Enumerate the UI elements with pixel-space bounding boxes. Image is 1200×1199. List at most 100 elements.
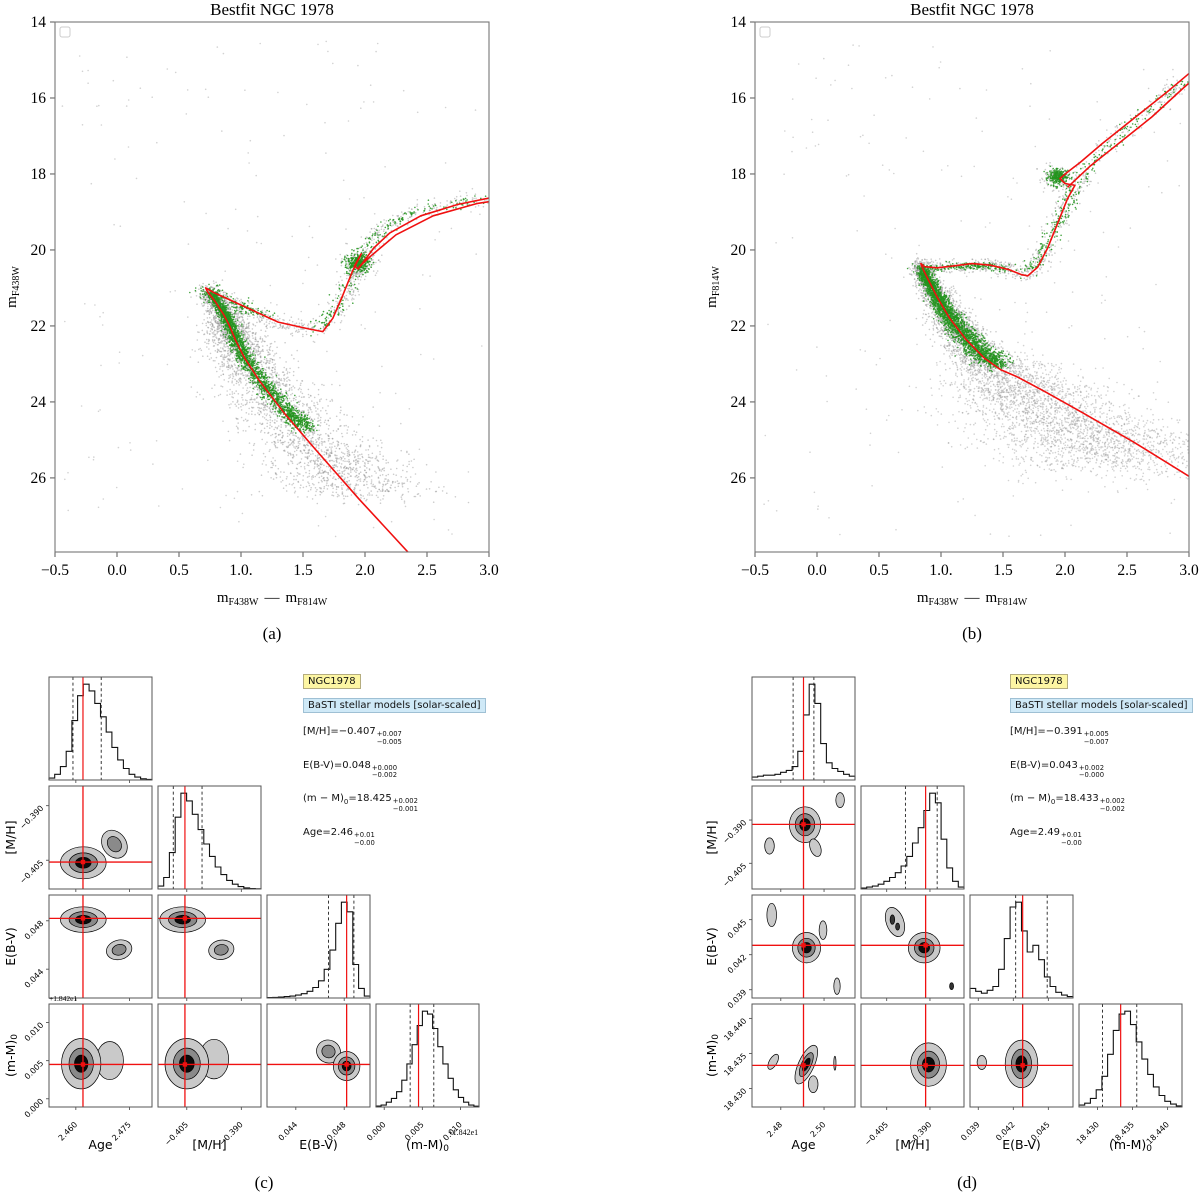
bestfit-marker [801, 1063, 806, 1068]
hist-cell-(m-M)-(m-M) [375, 1003, 480, 1110]
corner-y-label: [M/H] [3, 820, 18, 854]
scatter-rgb-members [1015, 80, 1189, 280]
cluster-tag: NGC1978 [1010, 674, 1068, 689]
corner-x-label: Age [791, 1137, 815, 1152]
cell-frame [751, 894, 856, 999]
x-axis-label-b: mF438W — mF814W [917, 590, 1028, 608]
cell-frame [860, 785, 965, 890]
y-tick-label: 0.044 [23, 967, 46, 990]
bestfit-marker [80, 859, 86, 865]
corner-y-label: E(B-V) [704, 927, 719, 966]
contour-cell-(m-M)-Age [46, 1003, 153, 1110]
contour-cell-E(B-V)-Age [46, 894, 153, 1001]
y-tick-label: 24 [731, 394, 747, 411]
contour-level [976, 1055, 987, 1070]
contour-level [764, 837, 775, 855]
x-tick-label: 18.440 [1145, 1120, 1171, 1146]
legend-box [759, 26, 771, 38]
cell-frame [48, 1003, 153, 1108]
axis-offset-text: +1.842e1 [49, 994, 77, 1003]
y-tick-label: 14 [731, 14, 747, 31]
contour-level [884, 907, 906, 937]
x-tick-label: 0.5 [869, 562, 889, 579]
caption-d: (d) [957, 1173, 977, 1192]
x-axis-label-a: mF438W — mF814W [217, 590, 328, 608]
hist-cell-Age-Age [751, 676, 856, 783]
fit-annotation-c: NGC1978 BaSTI stellar models [solar-scal… [303, 674, 563, 848]
hist-cell-E(B-V)-E(B-V) [969, 894, 1074, 1001]
x-tick-label: 0.5 [169, 562, 189, 579]
fit-param-row: Age=2.49 +0.01 −0.00 [1010, 826, 1082, 847]
contour-level [833, 977, 841, 995]
y-axis-label-a: mF438W [4, 266, 22, 308]
bestfit-marker [923, 1063, 928, 1068]
x-tick-label: 2.5 [1117, 562, 1137, 579]
contour-level [106, 836, 122, 853]
fit-param-row: (m − M)0=18.425 +0.002 −0.001 [303, 793, 418, 814]
corner-y-label: (m-M)0 [3, 1034, 20, 1077]
histogram-steps [157, 792, 262, 890]
contour-level [833, 1055, 837, 1071]
hist-cell-(m-M)-(m-M) [1078, 1003, 1183, 1110]
fit-annotation-d: NGC1978 BaSTI stellar models [solar-scal… [1010, 674, 1200, 848]
plot-frame [754, 21, 1190, 553]
y-tick-label: 0.005 [23, 1059, 46, 1082]
y-tick-label: 20 [731, 242, 747, 259]
y-axis-label-b: mF814W [704, 266, 722, 308]
y-tick-label: 0.039 [726, 988, 749, 1011]
x-tick-label: 0.000 [365, 1120, 388, 1143]
contour-level [321, 1044, 336, 1059]
caption-b: (b) [962, 624, 982, 643]
corner-x-label: E(B-V) [299, 1137, 338, 1152]
cluster-tag: NGC1978 [303, 674, 361, 689]
contour-level [766, 902, 777, 928]
hist-cell-[M/H]-[M/H] [860, 785, 965, 892]
fit-params-d: [M/H]=−0.391 +0.005 −0.007 E(B-V)=0.043 +0.0… [1010, 726, 1200, 848]
bestfit-marker [1020, 1063, 1025, 1068]
y-tick-label: 26 [731, 470, 747, 487]
x-tick-label: 1.5 [993, 562, 1013, 579]
corner-x-label: (m-M)0 [406, 1137, 449, 1154]
contour-level [808, 1075, 819, 1093]
bestfit-marker [80, 916, 86, 921]
corner-y-label: E(B-V) [3, 927, 18, 966]
contour-cell-(m-M)-[M/H] [860, 1003, 965, 1110]
x-tick-label: 0.044 [277, 1120, 300, 1143]
contour-cell-[M/H]-Age [749, 785, 856, 892]
cell-frame [48, 785, 153, 890]
y-tick-label: −0.405 [18, 858, 45, 885]
cell-frame [48, 894, 153, 999]
bestfit-marker [923, 943, 928, 948]
x-tick-label: 3.0 [479, 562, 499, 579]
cell-frame [751, 785, 856, 890]
contour-level [895, 922, 900, 931]
y-tick-label: −0.405 [721, 861, 748, 888]
x-tick-label: 2.460 [57, 1120, 80, 1143]
contour-level [213, 944, 229, 956]
y-tick-label: 0.000 [23, 1097, 46, 1120]
y-tick-label: 18 [731, 166, 747, 183]
legend-box [59, 26, 71, 38]
cell-frame [157, 1003, 262, 1108]
hist-cell-[M/H]-[M/H] [157, 785, 262, 892]
bestfit-marker [80, 1062, 86, 1067]
contour-cell-E(B-V)-[M/H] [860, 894, 965, 1001]
contour-cell-(m-M)-E(B-V) [969, 1003, 1074, 1110]
isochrone-line-0 [920, 72, 1189, 478]
y-tick-label: 0.010 [23, 1021, 46, 1044]
fit-param-row: E(B-V)=0.048 +0.000 −0.002 [303, 759, 398, 780]
contour-level [767, 1053, 779, 1070]
cell-frame [157, 785, 262, 890]
panel-b-title: Bestfit NGC 1978 [910, 0, 1034, 19]
cell-frame [751, 1003, 856, 1108]
x-tick-label: −0.5 [41, 562, 69, 579]
x-tick-label: 2.0 [355, 562, 375, 579]
x-tick-label: −0.405 [163, 1120, 190, 1147]
y-tick-label: −0.390 [721, 818, 748, 845]
cell-frame [751, 676, 856, 781]
contour-level [949, 982, 954, 991]
fit-param-row: Age=2.46 +0.01 −0.00 [303, 826, 375, 847]
y-tick-label: −0.390 [18, 804, 45, 831]
cell-frame [157, 894, 262, 999]
corner-x-label: [M/H] [192, 1137, 226, 1152]
